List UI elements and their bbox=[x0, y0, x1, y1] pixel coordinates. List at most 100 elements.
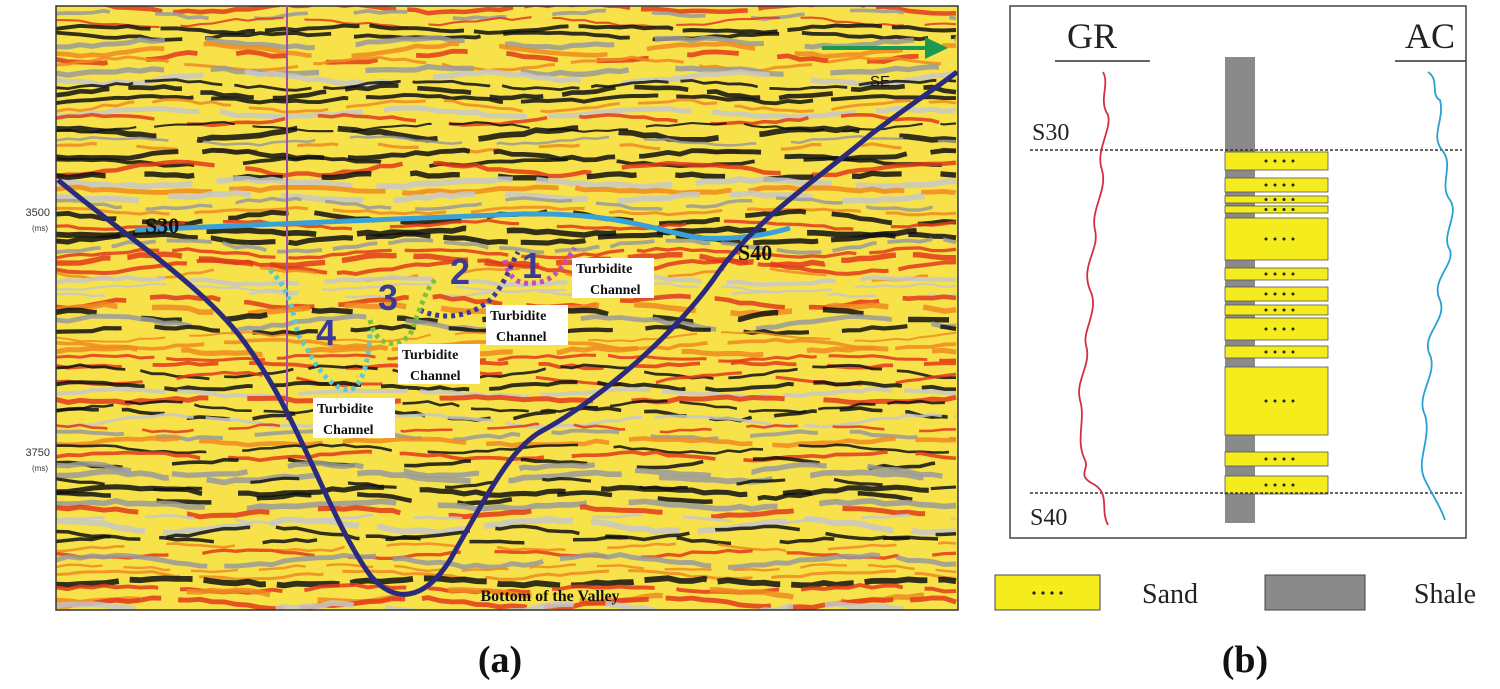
seismic-reflector bbox=[56, 189, 957, 205]
sand-dot bbox=[1264, 183, 1268, 187]
seismic-reflector bbox=[56, 455, 957, 471]
sand-dot bbox=[1291, 483, 1295, 487]
sand-dot bbox=[1273, 183, 1277, 187]
seismic-reflector bbox=[56, 15, 957, 29]
channel-label: Channel bbox=[496, 330, 547, 345]
y-tick-unit: (ms) bbox=[32, 224, 48, 233]
sand-dot bbox=[1282, 327, 1286, 331]
sand-beds bbox=[1224, 151, 1329, 495]
direction-label: SE bbox=[870, 73, 890, 90]
seismic-reflector bbox=[56, 48, 957, 66]
sand-dot bbox=[1273, 237, 1277, 241]
seismic-reflector bbox=[56, 490, 957, 506]
seismic-reflector bbox=[56, 412, 957, 430]
seismic-reflector bbox=[56, 78, 957, 92]
sand-dot bbox=[1273, 327, 1277, 331]
sand-dot bbox=[1264, 159, 1268, 163]
seismic-reflector bbox=[56, 205, 957, 217]
panel-label: (b) bbox=[1222, 639, 1268, 681]
sand-dot bbox=[1291, 198, 1295, 201]
sand-dot bbox=[1291, 327, 1295, 331]
channel-label: Channel bbox=[590, 283, 641, 298]
sand-dot bbox=[1264, 350, 1268, 354]
sand-dot bbox=[1282, 183, 1286, 187]
seismic-reflector bbox=[56, 246, 957, 260]
seismic-reflector bbox=[56, 55, 957, 73]
seismic-reflector bbox=[56, 135, 957, 147]
sand-dot bbox=[1282, 292, 1286, 296]
seismic-reflector bbox=[56, 124, 957, 144]
sand-dot bbox=[1264, 208, 1268, 211]
sand-dot bbox=[1273, 198, 1277, 201]
seismic-reflector bbox=[56, 394, 957, 406]
sand-dot bbox=[1273, 457, 1277, 461]
legend-label: Sand bbox=[1142, 579, 1198, 610]
channel-number: 1 bbox=[522, 245, 542, 286]
sand-dot bbox=[1291, 350, 1295, 354]
seismic-reflector bbox=[56, 344, 957, 358]
seismic-reflector bbox=[56, 35, 957, 51]
sand-dot bbox=[1264, 272, 1268, 276]
seismic-reflector bbox=[56, 552, 957, 571]
sand-dot bbox=[1264, 483, 1268, 487]
valley-label: Bottom of the Valley bbox=[480, 588, 619, 605]
channel-number: 2 bbox=[450, 251, 470, 292]
sand-dot bbox=[1264, 457, 1268, 461]
sand-dot bbox=[1273, 292, 1277, 296]
sand-dot bbox=[1291, 183, 1295, 187]
seismic-reflector bbox=[56, 237, 957, 255]
seismic-reflector bbox=[56, 443, 957, 455]
seismic-reflector bbox=[56, 524, 957, 542]
seismic-reflector bbox=[56, 231, 957, 246]
seismic-reflector bbox=[56, 569, 957, 581]
sand-dot bbox=[1273, 483, 1277, 487]
seismic-reflector bbox=[56, 282, 957, 294]
seismic-reflector bbox=[56, 386, 957, 400]
sand-dot bbox=[1273, 350, 1277, 354]
seismic-reflector bbox=[56, 105, 957, 120]
sand-swatch bbox=[994, 574, 1101, 611]
label-box bbox=[398, 344, 480, 384]
seismic-reflector bbox=[56, 595, 957, 610]
log-title: GR bbox=[1067, 16, 1117, 56]
seismic-reflector bbox=[56, 541, 957, 553]
seismic-reflector bbox=[56, 586, 957, 606]
sand-dot bbox=[1264, 237, 1268, 241]
sand-dot bbox=[1273, 399, 1277, 403]
label-box bbox=[572, 258, 654, 298]
seismic-reflector bbox=[56, 155, 957, 169]
seismic-reflector bbox=[56, 359, 956, 371]
sand-dot bbox=[1264, 198, 1268, 201]
channel-label: Turbidite bbox=[402, 348, 458, 363]
sand-dot bbox=[1282, 237, 1286, 241]
sand-dot bbox=[1291, 399, 1295, 403]
sand-dot bbox=[1264, 292, 1268, 296]
seismic-reflector bbox=[56, 575, 957, 589]
panel-label: (a) bbox=[478, 639, 522, 681]
label-box bbox=[313, 398, 395, 438]
channel-label: Channel bbox=[410, 369, 461, 384]
sand-dot bbox=[1291, 159, 1295, 163]
channel-label: Channel bbox=[323, 423, 374, 438]
panel-a-frame bbox=[55, 5, 959, 611]
seismic-reflector bbox=[56, 497, 957, 512]
channel-number: 4 bbox=[316, 312, 336, 353]
seismic-reflector bbox=[56, 41, 956, 59]
sand-dot bbox=[1282, 399, 1286, 403]
sand-dot bbox=[1282, 457, 1286, 461]
seismic-reflector bbox=[56, 218, 957, 232]
seismic-reflector bbox=[56, 422, 956, 434]
sand-dot bbox=[1264, 399, 1268, 403]
sand-dot bbox=[1291, 208, 1295, 211]
y-tick-label: 3750 bbox=[26, 447, 50, 459]
gr-curve bbox=[1078, 71, 1110, 526]
direction-arrowhead bbox=[925, 37, 948, 59]
seismic-reflector bbox=[56, 83, 957, 101]
sand-dot bbox=[1291, 457, 1295, 461]
seismic-reflector bbox=[56, 98, 957, 114]
sand-dots bbox=[1032, 591, 1063, 595]
seismic-reflector bbox=[56, 363, 957, 381]
log-title: AC bbox=[1405, 16, 1455, 56]
